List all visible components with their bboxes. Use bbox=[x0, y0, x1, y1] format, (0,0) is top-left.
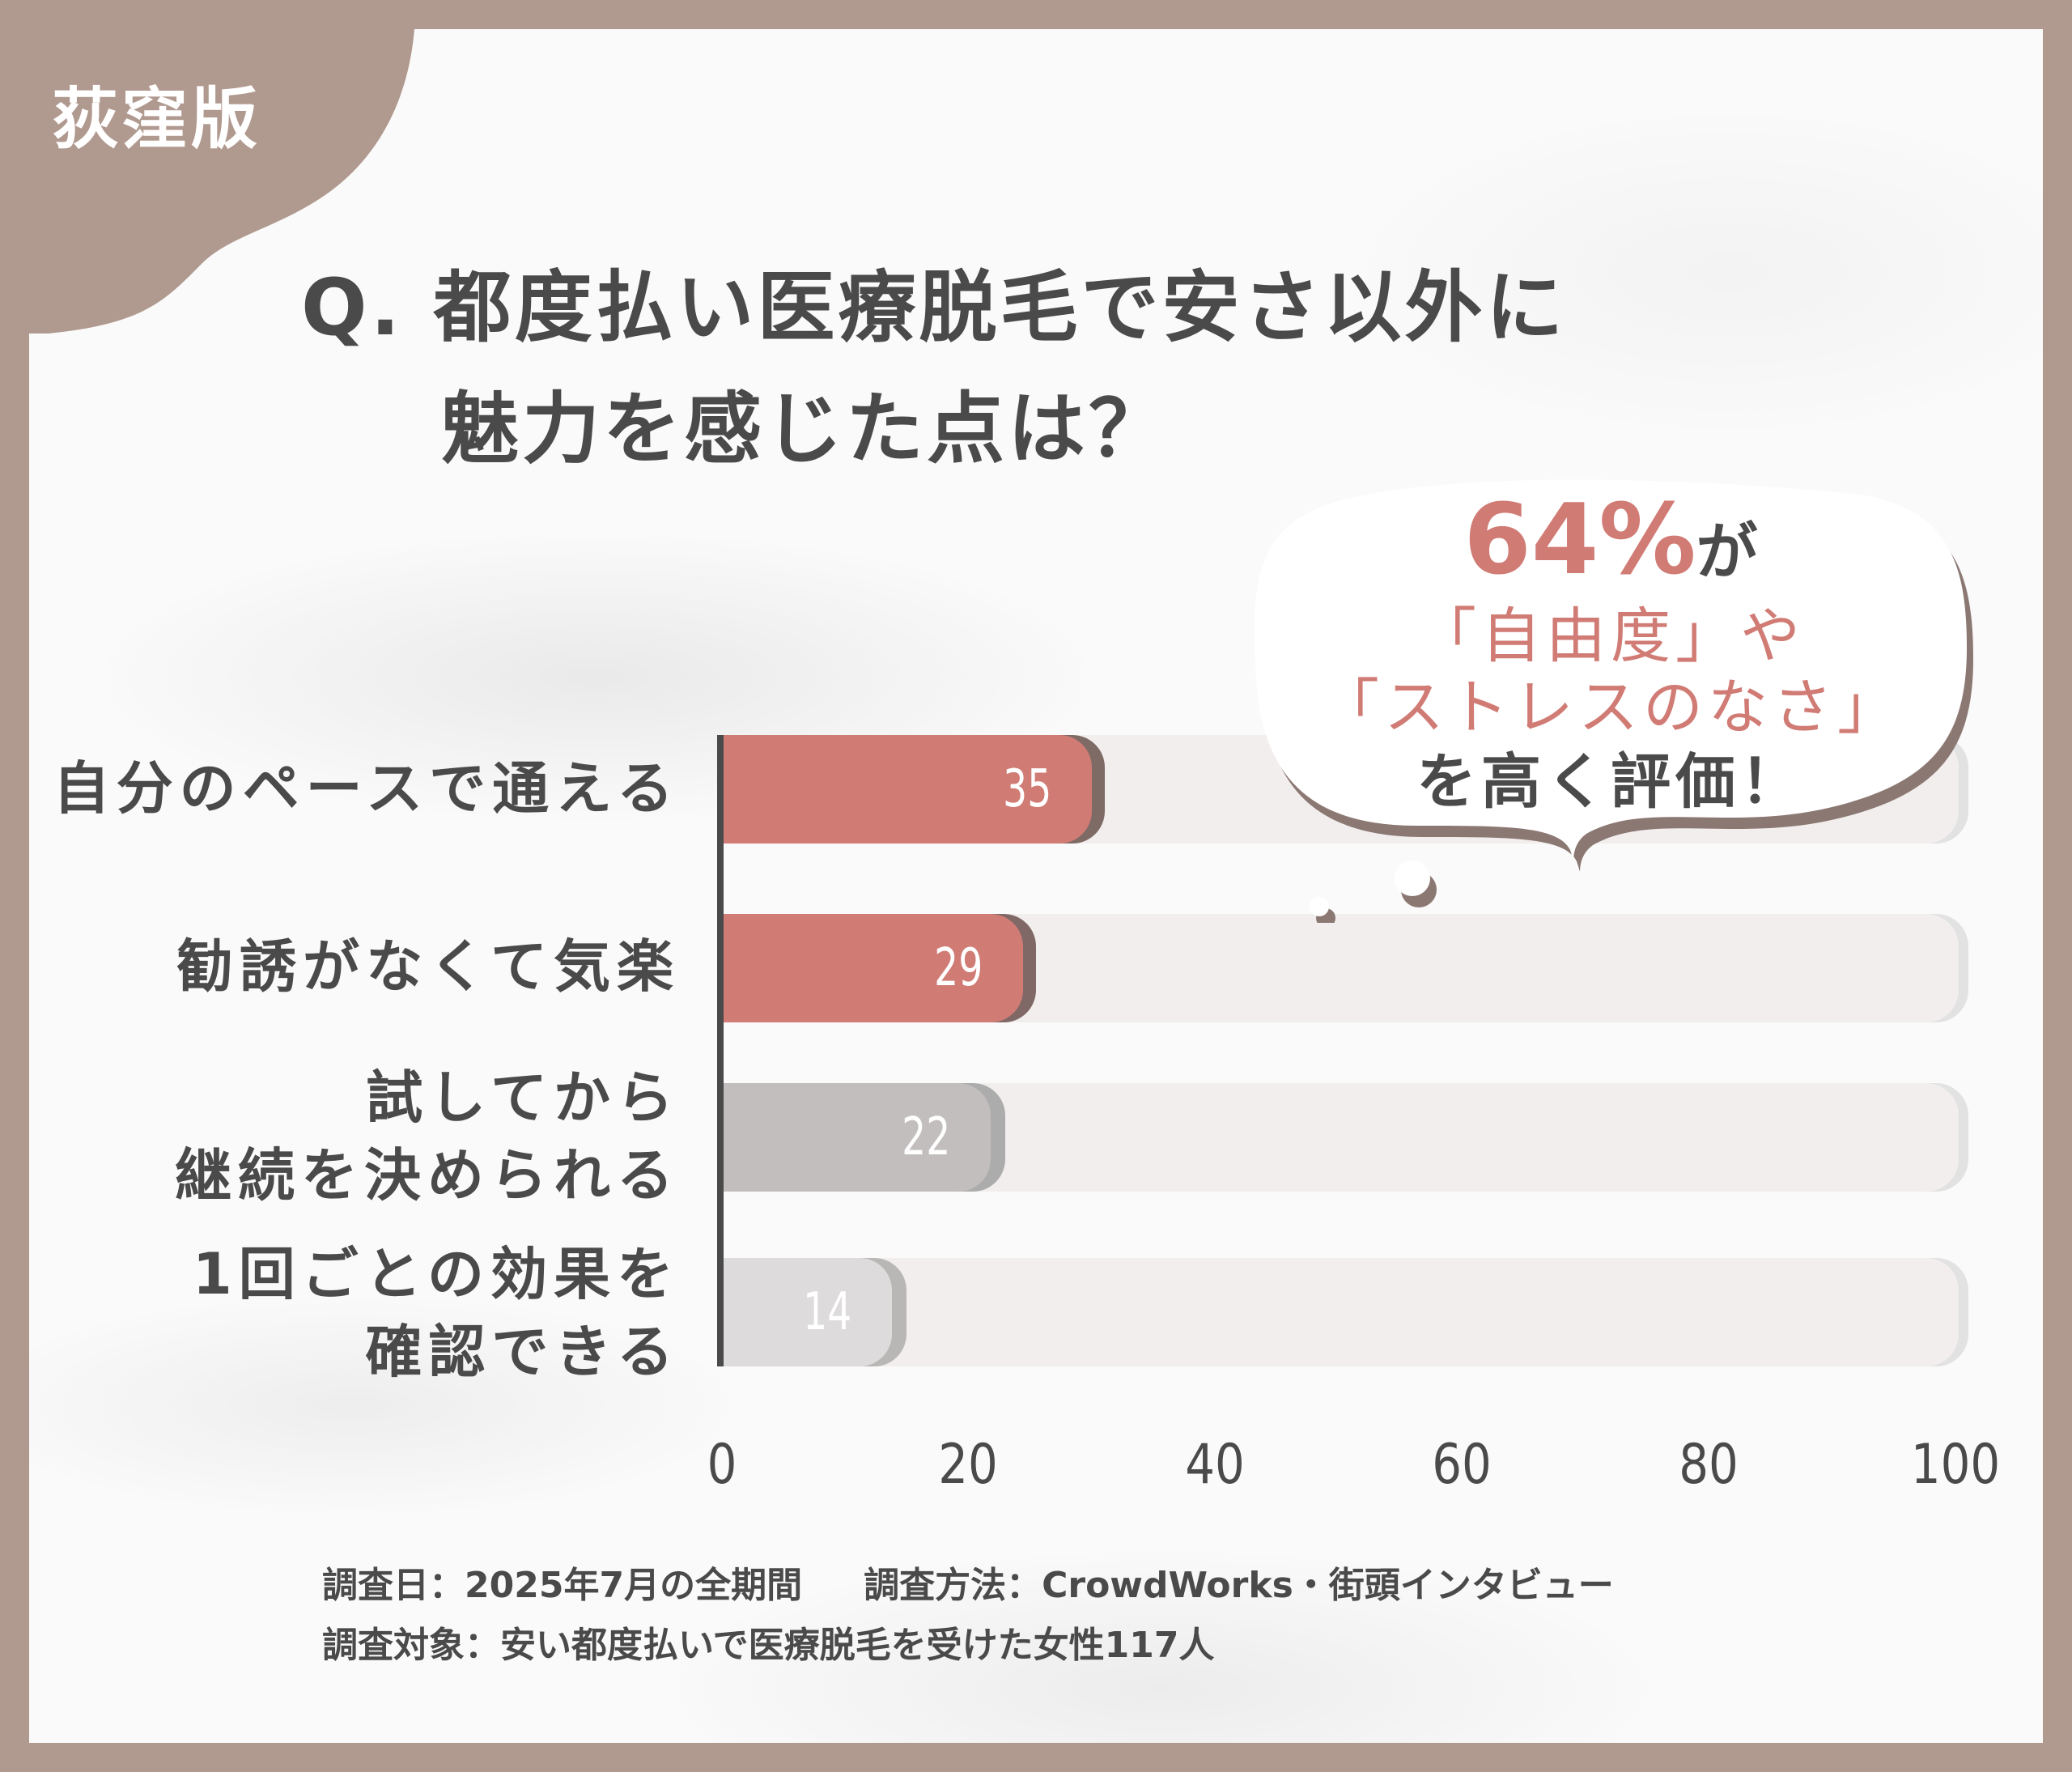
category-label: 自分のペースで通える bbox=[53, 755, 680, 822]
category-label: 勧誘がなくて気楽 bbox=[176, 933, 680, 1000]
title-line-2: 魅力を感じた点は？ bbox=[441, 384, 1170, 474]
title-line-1: Q. 都度払い医療脱毛で安さ以外に bbox=[301, 262, 1567, 353]
callout-line-4: を高く評価！ bbox=[1416, 747, 1805, 817]
bar-fill: 22 bbox=[724, 1083, 991, 1192]
region-label: 荻窪版 bbox=[52, 81, 261, 158]
x-tick: 40 bbox=[1185, 1433, 1245, 1497]
x-tick: 20 bbox=[938, 1433, 998, 1497]
survey-target: 調査対象：安い都度払いで医療脱毛を受けた女性117人 bbox=[322, 1625, 1215, 1666]
callout-line-3: 「ストレスのなさ」 bbox=[1319, 673, 1902, 742]
bar-value: 35 bbox=[1002, 759, 1051, 819]
bar-value: 22 bbox=[901, 1107, 950, 1167]
bar-track bbox=[724, 1258, 1959, 1366]
callout-percent: 64% bbox=[1463, 484, 1696, 597]
bar-fill: 14 bbox=[724, 1258, 892, 1366]
x-tick: 100 bbox=[1910, 1433, 2001, 1497]
survey-method: 調査方法：CrowdWorks・街頭インタビュー bbox=[864, 1565, 1614, 1606]
category-label: 試してから 継続を決められる bbox=[175, 1064, 680, 1209]
category-label: 1回ごとの効果を 確認できる bbox=[192, 1241, 680, 1385]
infographic-card bbox=[29, 29, 2043, 1743]
speech-bubble bbox=[1254, 479, 1973, 923]
survey-date: 調査日：2025年7月の全期間 bbox=[322, 1565, 803, 1606]
bar-fill: 29 bbox=[724, 914, 1023, 1022]
x-tick: 0 bbox=[707, 1433, 737, 1497]
corner-decoration bbox=[0, 0, 414, 340]
x-tick: 60 bbox=[1432, 1433, 1492, 1497]
callout-text: 64%が 「自由度」や 「ストレスのなさ」 を高く評価！ bbox=[1255, 486, 1967, 821]
callout-line-2: 「自由度」や bbox=[1416, 601, 1805, 671]
question-title: Q. 都度払い医療脱毛で安さ以外に 魅力を感じた点は？ bbox=[301, 247, 1567, 490]
survey-footer: 調査日：2025年7月の全期間 調査方法：CrowdWorks・街頭インタビュー … bbox=[322, 1556, 1614, 1676]
y-axis-line bbox=[717, 735, 724, 1366]
bar-fill: 35 bbox=[724, 735, 1092, 844]
bar-value: 14 bbox=[802, 1282, 851, 1342]
x-tick: 80 bbox=[1679, 1433, 1739, 1497]
bar-value: 29 bbox=[933, 938, 983, 998]
